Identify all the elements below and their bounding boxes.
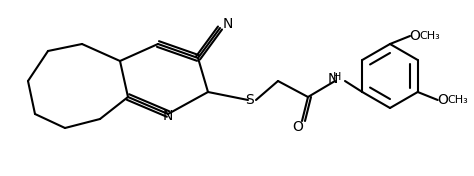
Text: CH₃: CH₃ [419,31,440,41]
Text: N: N [163,109,173,123]
Text: O: O [292,120,303,134]
Text: N: N [328,72,338,86]
Text: S: S [246,93,255,107]
Text: O: O [438,93,448,107]
Text: CH₃: CH₃ [447,95,468,105]
Text: O: O [410,29,420,43]
Text: N: N [223,17,233,31]
Text: H: H [333,72,341,82]
